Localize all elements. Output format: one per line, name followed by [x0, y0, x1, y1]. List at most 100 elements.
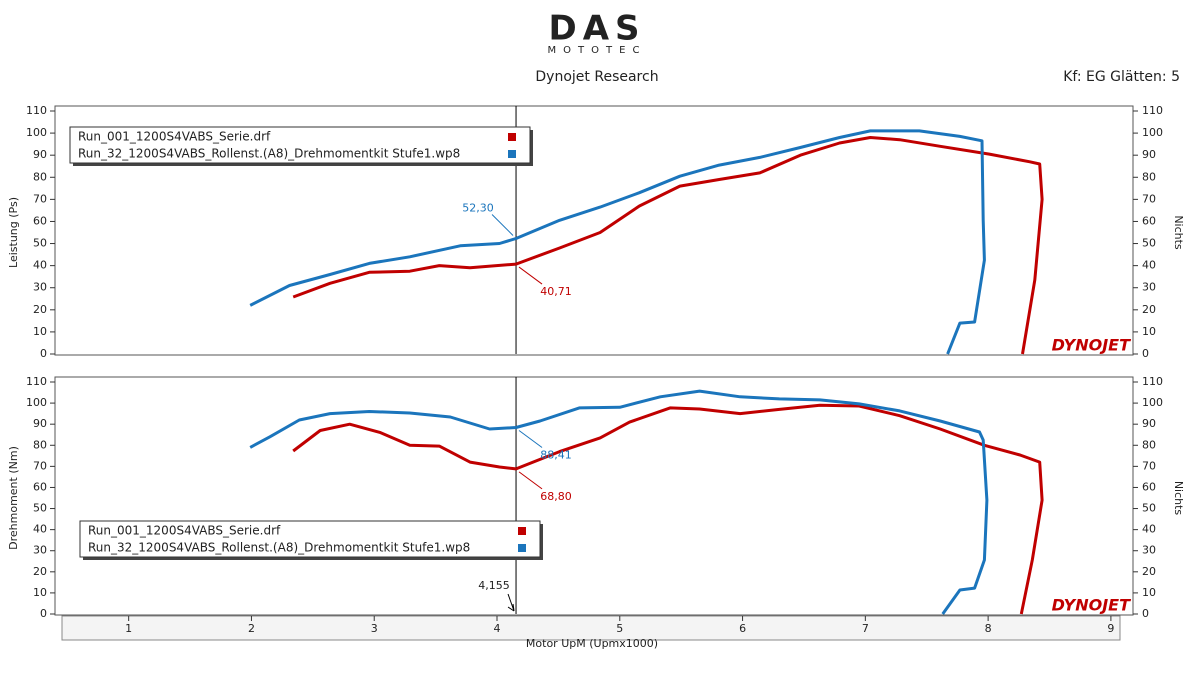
y2-tick-label: 60 [1142, 480, 1156, 493]
y-tick-label: 60 [33, 480, 47, 493]
y-tick-label: 90 [33, 417, 47, 430]
y2-tick-label: 90 [1142, 417, 1156, 430]
y2-tick-label: 50 [1142, 237, 1156, 250]
series-line [249, 389, 989, 615]
x-axis-band [61, 615, 1121, 641]
legend: Run_001_1200S4VABS_Serie.drf Run_32_1200S… [79, 520, 543, 560]
y2-tick-label: 60 [1142, 214, 1156, 227]
legend-box [69, 126, 531, 164]
settings: Kf: EG Glätten: 5 [1063, 69, 1180, 85]
y-tick-label: 20 [33, 565, 47, 578]
x-tick-label: 3 [371, 622, 378, 635]
annotation-label: 68,80 [540, 490, 572, 503]
y-tick-label: 10 [33, 586, 47, 599]
y2-tick-label: 30 [1142, 544, 1156, 557]
y2-axis-label: Nichts [1172, 215, 1185, 250]
watermark: DYNOJET [1052, 336, 1132, 355]
y2-tick-label: 90 [1142, 148, 1156, 161]
y2-tick-label: 110 [1142, 104, 1163, 117]
cursor-point [514, 236, 518, 240]
y-tick-label: 60 [33, 214, 47, 227]
logo: DAS MOTOTEC [548, 9, 647, 57]
y-tick-label: 90 [33, 148, 47, 161]
x-tick-label: 4 [494, 622, 501, 635]
cursor-point [514, 262, 518, 266]
y-tick-label: 20 [33, 303, 47, 316]
annotation-arrow [491, 214, 514, 236]
y-tick-label: 110 [26, 375, 47, 388]
y-tick-label: 100 [26, 396, 47, 409]
y-tick-label: 30 [33, 281, 47, 294]
cursor-point [514, 467, 518, 471]
annotation-arrow [518, 471, 543, 490]
y2-tick-label: 10 [1142, 325, 1156, 338]
y-tick-label: 30 [33, 544, 47, 557]
y2-tick-label: 80 [1142, 170, 1156, 183]
y2-tick-label: 10 [1142, 586, 1156, 599]
y-tick-label: 0 [40, 607, 47, 620]
y-axis-label: Drehmoment (Nm) [7, 446, 20, 550]
legend-box [79, 520, 541, 558]
y-tick-label: 80 [33, 438, 47, 451]
x-tick-label: 5 [616, 622, 623, 635]
logo-mark: DAS [548, 9, 645, 49]
y2-tick-label: 20 [1142, 565, 1156, 578]
y-tick-label: 80 [33, 170, 47, 183]
y2-tick-label: 0 [1142, 347, 1149, 360]
y-tick-label: 50 [33, 502, 47, 515]
legend-swatch [508, 150, 516, 158]
annotation-label: 52,30 [462, 201, 494, 214]
x-tick-label: 2 [248, 622, 255, 635]
y2-axis-label: Nichts [1172, 481, 1185, 516]
y2-tick-label: 20 [1142, 303, 1156, 316]
legend-label: Run_32_1200S4VABS_Rollenst.(A8)_Drehmome… [78, 147, 460, 161]
annotation-label: 40,71 [540, 285, 572, 298]
cursor-point [514, 426, 518, 430]
annotation-arrow [518, 430, 543, 448]
legend-swatch [508, 133, 516, 141]
y2-tick-label: 70 [1142, 192, 1156, 205]
x-tick-label: 6 [739, 622, 746, 635]
series-line [292, 136, 1044, 355]
series-line [249, 129, 986, 355]
y-tick-label: 70 [33, 192, 47, 205]
chart-title: Dynojet Research [535, 69, 658, 85]
y-tick-label: 10 [33, 325, 47, 338]
x-tick-label: 9 [1107, 622, 1114, 635]
logo-subtitle: MOTOTEC [548, 45, 647, 56]
y2-tick-label: 40 [1142, 523, 1156, 536]
cursor-label: 4,155 [478, 579, 510, 592]
legend-label: Run_32_1200S4VABS_Rollenst.(A8)_Drehmome… [88, 541, 470, 555]
y2-tick-label: 30 [1142, 281, 1156, 294]
y-tick-label: 100 [26, 126, 47, 139]
legend-swatch [518, 544, 526, 552]
y2-tick-label: 50 [1142, 502, 1156, 515]
y-tick-label: 40 [33, 523, 47, 536]
y2-tick-label: 80 [1142, 438, 1156, 451]
y2-tick-label: 0 [1142, 607, 1149, 620]
y2-tick-label: 100 [1142, 126, 1163, 139]
y-tick-label: 40 [33, 259, 47, 272]
y-axis-label: Leistung (Ps) [7, 197, 20, 268]
x-tick-label: 1 [125, 622, 132, 635]
y-tick-label: 110 [26, 104, 47, 117]
annotation-label: 88,41 [540, 449, 572, 462]
watermark: DYNOJET [1052, 596, 1132, 615]
y2-tick-label: 100 [1142, 396, 1163, 409]
x-tick-label: 7 [862, 622, 869, 635]
y2-tick-label: 110 [1142, 375, 1163, 388]
legend-swatch [518, 527, 526, 535]
y-tick-label: 70 [33, 459, 47, 472]
legend: Run_001_1200S4VABS_Serie.drf Run_32_1200S… [69, 126, 533, 166]
cursor-arrow [507, 593, 515, 612]
x-axis-label: Motor UpM (Upmx1000) [526, 637, 658, 650]
y2-tick-label: 40 [1142, 259, 1156, 272]
y-tick-label: 50 [33, 237, 47, 250]
series-line [292, 403, 1044, 615]
legend-label: Run_001_1200S4VABS_Serie.drf [88, 524, 281, 538]
plot-frame [54, 376, 1134, 616]
y2-tick-label: 70 [1142, 459, 1156, 472]
x-tick-label: 8 [985, 622, 992, 635]
y-tick-label: 0 [40, 347, 47, 360]
